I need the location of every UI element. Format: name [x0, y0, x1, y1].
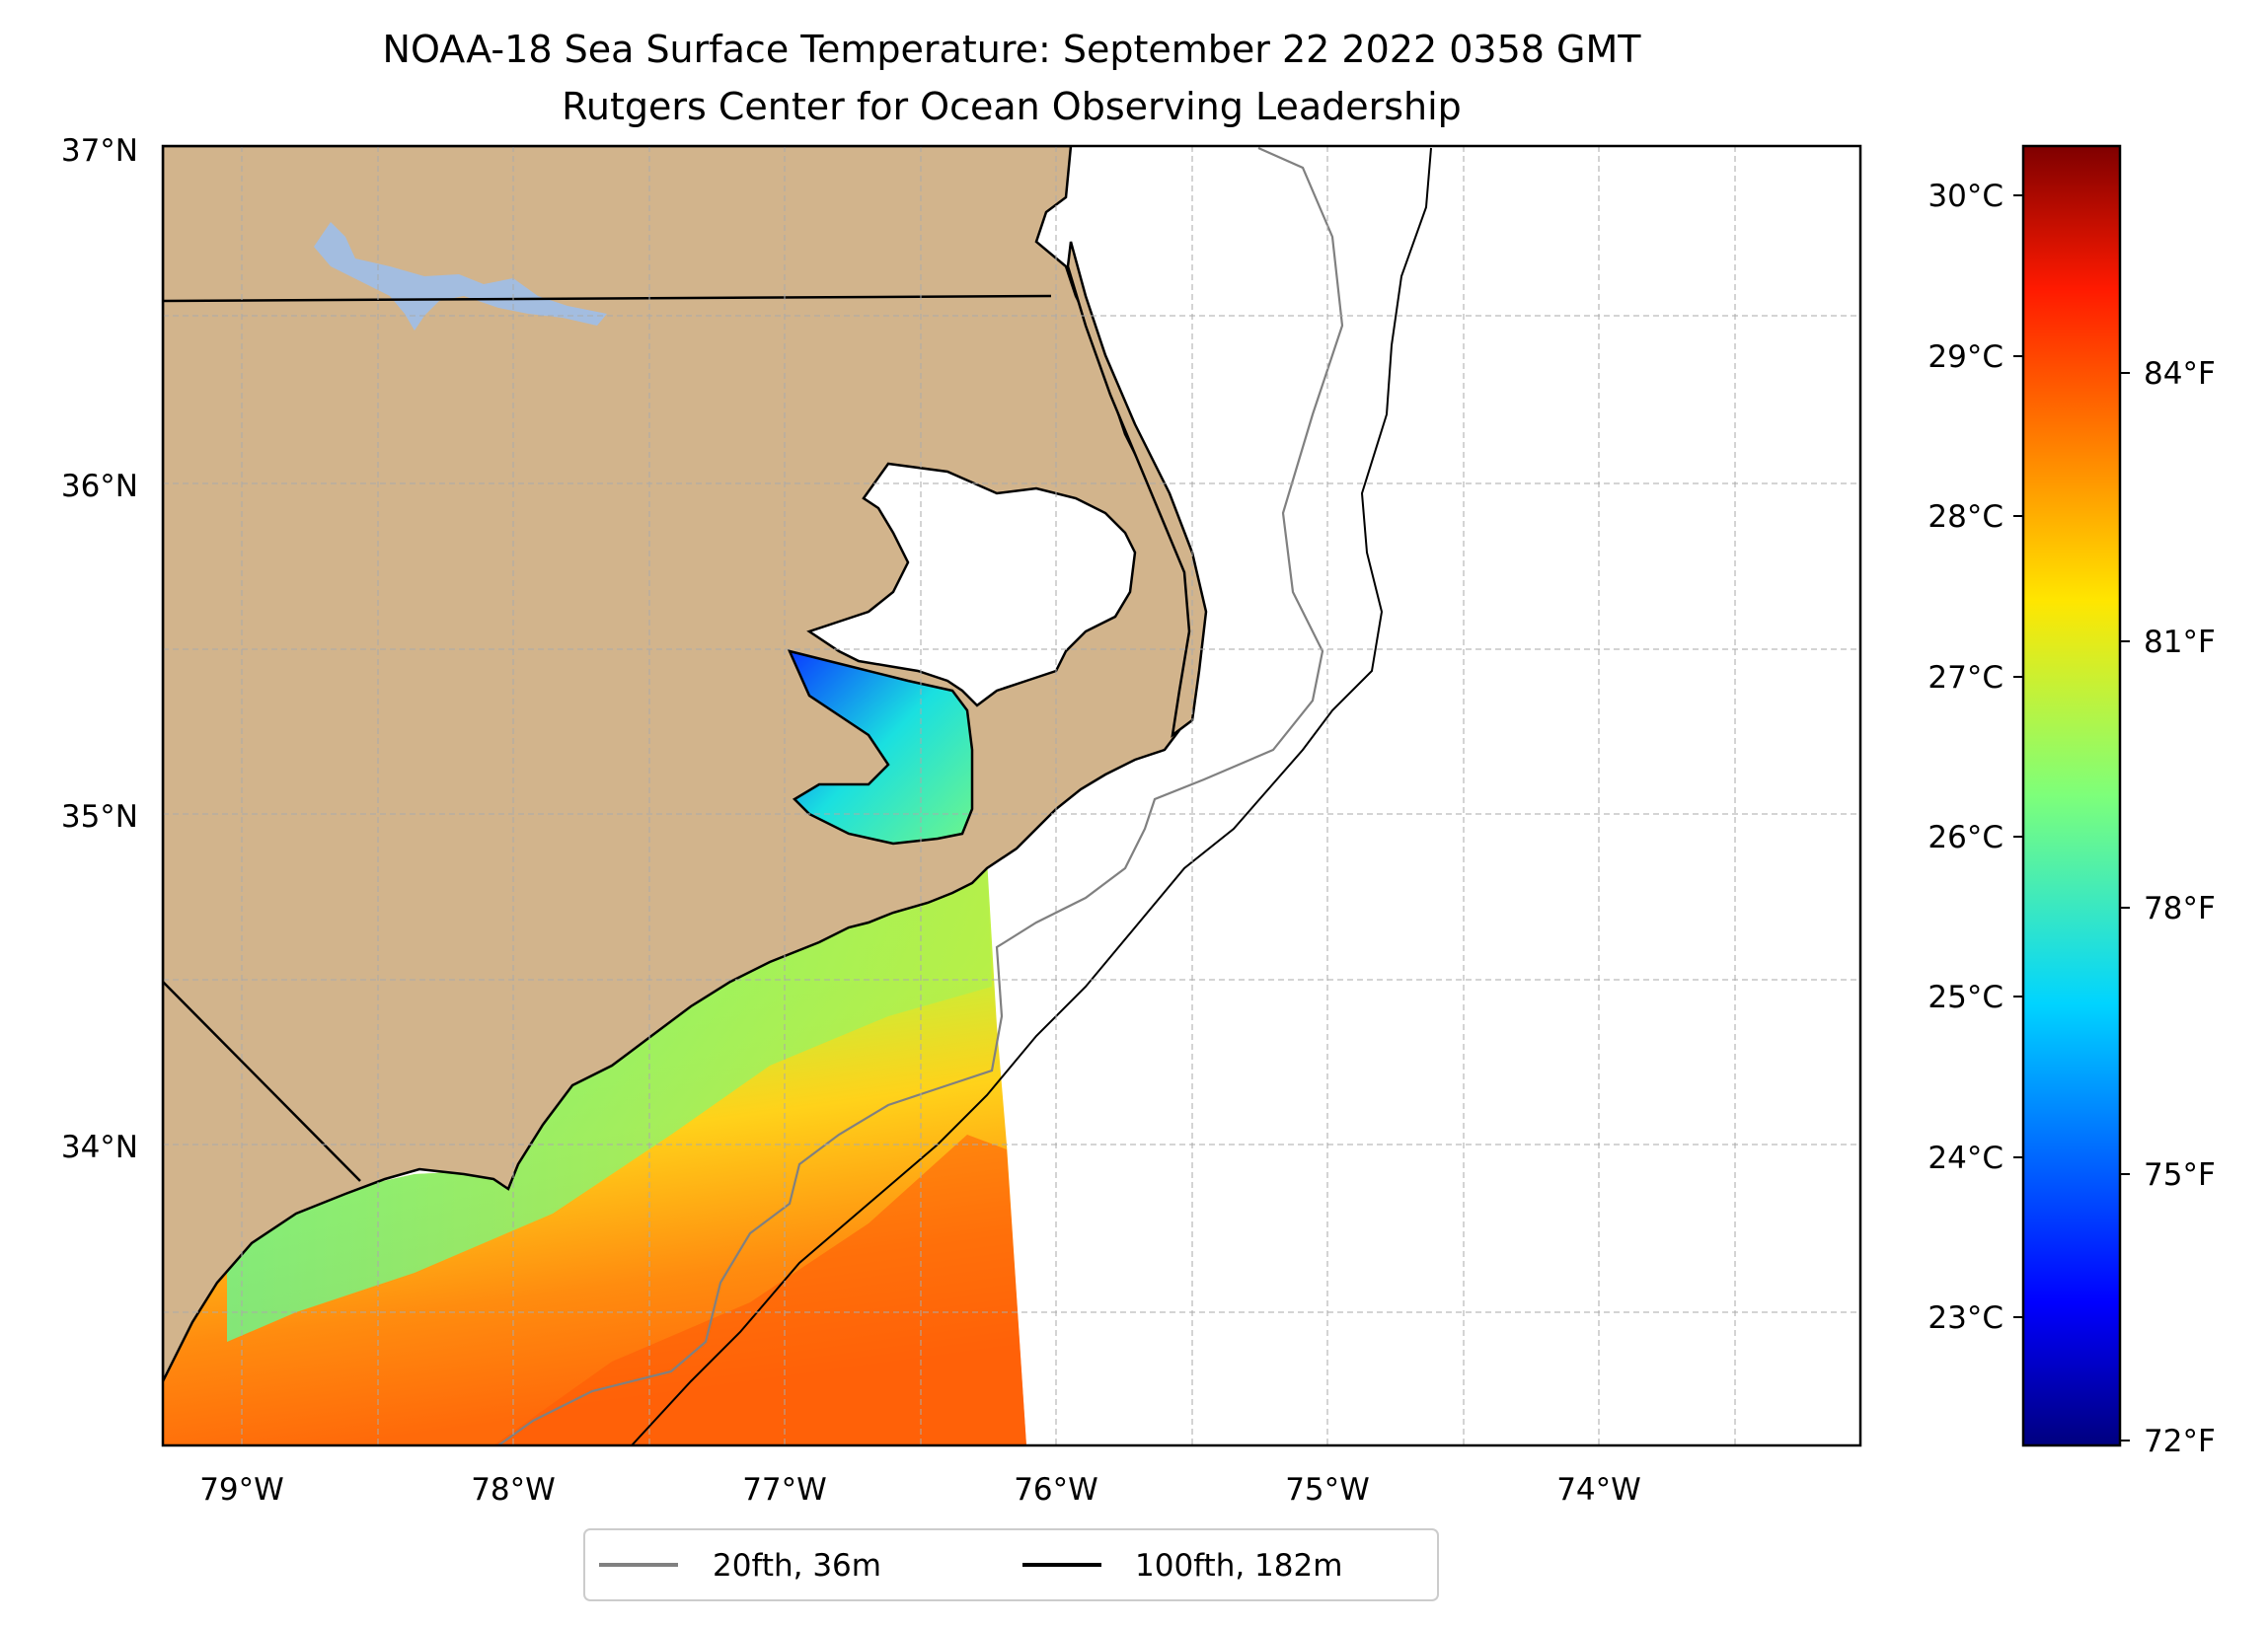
map-subtitle: Rutgers Center for Ocean Observing Leade…: [562, 85, 1462, 128]
lon-tick-label: 76°W: [1014, 1472, 1098, 1508]
lat-tick-label: 34°N: [61, 1130, 138, 1165]
fahrenheit-label: 81°F: [2144, 625, 2216, 660]
lon-tick-label: 75°W: [1285, 1472, 1370, 1508]
celsius-label: 28°C: [1928, 499, 2003, 535]
fahrenheit-ticks: [2120, 372, 2130, 1441]
celsius-label: 30°C: [1928, 179, 2003, 214]
map-panel: [163, 146, 1860, 1445]
celsius-label: 26°C: [1928, 820, 2003, 855]
lat-tick-label: 35°N: [61, 799, 138, 835]
pamlico-sound-fill: [787, 649, 974, 846]
fahrenheit-label: 84°F: [2144, 356, 2216, 392]
outer-banks: [1066, 241, 1208, 738]
lon-tick-label: 78°W: [471, 1472, 556, 1508]
lat-tick-label: 37°N: [61, 133, 138, 169]
celsius-label: 25°C: [1928, 980, 2003, 1015]
sst-warm-core: [493, 1135, 1026, 1445]
isobath-20fth: [497, 146, 1344, 1445]
map-gridlines: [163, 146, 1860, 1445]
celsius-label: 27°C: [1928, 660, 2003, 696]
map-frame: [161, 144, 1862, 1447]
lon-tick-label: 74°W: [1556, 1472, 1641, 1508]
fahrenheit-label: 72°F: [2144, 1424, 2216, 1459]
legend: 20fth, 36m 100fth, 182m: [583, 1528, 1439, 1601]
colorbar: 30°C 29°C 28°C 27°C 26°C 25°C 24°C 23°C …: [1928, 144, 2216, 1459]
lat-axis: 37°N 36°N 35°N 34°N: [61, 133, 138, 1165]
lon-tick-label: 77°W: [742, 1472, 827, 1508]
state-boundary-va-nc: [163, 294, 1052, 303]
state-boundary-nc-sc: [163, 981, 361, 1182]
lake-kerr: [314, 222, 607, 331]
fahrenheit-label: 78°F: [2144, 891, 2216, 926]
celsius-ticks: [2013, 194, 2023, 1318]
celsius-label: 29°C: [1928, 339, 2003, 375]
legend-box: [583, 1528, 1439, 1601]
celsius-label: 23°C: [1928, 1300, 2003, 1336]
legend-label-20fth: 20fth, 36m: [713, 1548, 881, 1584]
sst-swath-inshore: [227, 858, 992, 1342]
legend-label-100fth: 100fth, 182m: [1135, 1548, 1342, 1584]
isobath-100fth: [631, 147, 1432, 1445]
lon-tick-label: 79°W: [199, 1472, 284, 1508]
albemarle-sound-water: [806, 462, 1137, 707]
lat-tick-label: 36°N: [61, 469, 138, 504]
lon-axis: 79°W 78°W 77°W 76°W 75°W 74°W: [199, 1472, 1641, 1508]
map-title: NOAA-18 Sea Surface Temperature: Septemb…: [383, 28, 1642, 71]
fahrenheit-label: 75°F: [2144, 1157, 2216, 1193]
celsius-label: 24°C: [1928, 1141, 2003, 1176]
colorbar-gradient: [2021, 144, 2122, 1447]
